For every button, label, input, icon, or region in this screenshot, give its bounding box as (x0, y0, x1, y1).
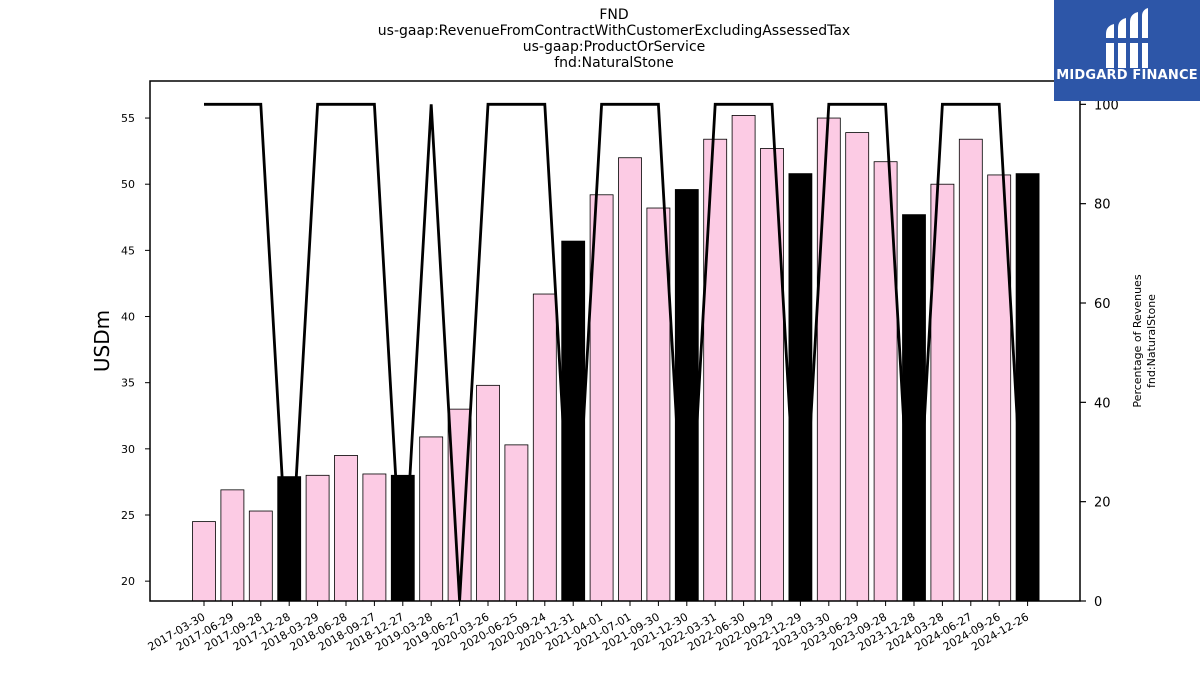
axis-labels-group: USDm Percentage of Revenues fnd:NaturalSto… (90, 274, 1158, 407)
y2-axis-label-line-1: Percentage of Revenues (1131, 274, 1144, 407)
bar-2022-06-30 (731, 115, 756, 602)
chart-title: FND us-gaap:RevenueFromContractWithCusto… (0, 7, 1200, 71)
y2-tick-label-20: 20 (1094, 496, 1111, 511)
title-line-1: FND (599, 7, 629, 23)
y-tick-label-45: 45 (121, 244, 135, 257)
logo-text: MIDGARD FINANCE (1056, 68, 1198, 83)
y2-tick-label-80: 80 (1094, 198, 1111, 213)
y2-tick-label-0: 0 (1094, 595, 1102, 610)
bar-2024-06-27 (958, 138, 983, 602)
y-tick-label-25: 25 (121, 509, 135, 522)
title-line-2: us-gaap:RevenueFromContractWithCustomerE… (377, 23, 851, 39)
bar-2020-03-26 (476, 384, 500, 602)
y-tick-label-40: 40 (121, 311, 135, 324)
y2-tick-label-60: 60 (1094, 297, 1111, 312)
bar-2018-03-29 (305, 474, 330, 602)
bar-2017-09-28 (248, 510, 273, 602)
bar-2022-09-29 (760, 148, 784, 602)
y-tick-label-30: 30 (121, 443, 135, 456)
y2-tick-label-100: 100 (1094, 98, 1119, 113)
plot-frame (149, 80, 1081, 602)
y-tick-label-35: 35 (121, 377, 135, 390)
bar-2017-06-29 (220, 489, 245, 602)
bar-2022-03-31 (703, 138, 728, 602)
bar-2018-06-28 (334, 455, 358, 602)
y-tick-label-20: 20 (121, 575, 135, 588)
y-tick-label-55: 55 (121, 112, 135, 125)
bar-2024-12-26 (1015, 173, 1040, 602)
bar-2020-09-24 (532, 293, 557, 602)
y-axis-label: USDm (90, 310, 114, 372)
bar-2022-12-29 (788, 173, 813, 602)
bar-2021-07-01 (618, 157, 642, 602)
bar-2020-12-31 (561, 240, 586, 602)
bar-2023-03-30 (816, 117, 841, 602)
midgard-logo-icon (1102, 8, 1152, 68)
title-line-3: us-gaap:ProductOrService (522, 39, 706, 55)
percentage-line-group (204, 102, 1029, 602)
y2-tick-label-40: 40 (1094, 396, 1111, 411)
bar-2021-12-30 (674, 189, 699, 602)
bar-2023-06-29 (845, 132, 870, 602)
bar-2017-03-30 (192, 521, 216, 602)
y-tick-label-50: 50 (121, 178, 135, 191)
y2-axis-label-line-2: fnd:NaturalStone (1145, 294, 1158, 388)
bar-2019-03-28 (419, 436, 444, 602)
percentage-line (204, 102, 1029, 602)
bars-group (192, 115, 1040, 602)
title-line-4: fnd:NaturalStone (554, 55, 674, 71)
bar-2023-12-28 (902, 214, 926, 602)
bar-2020-06-25 (504, 444, 529, 602)
bar-2018-09-27 (362, 473, 387, 602)
logo: MIDGARD FINANCE (1054, 0, 1200, 101)
